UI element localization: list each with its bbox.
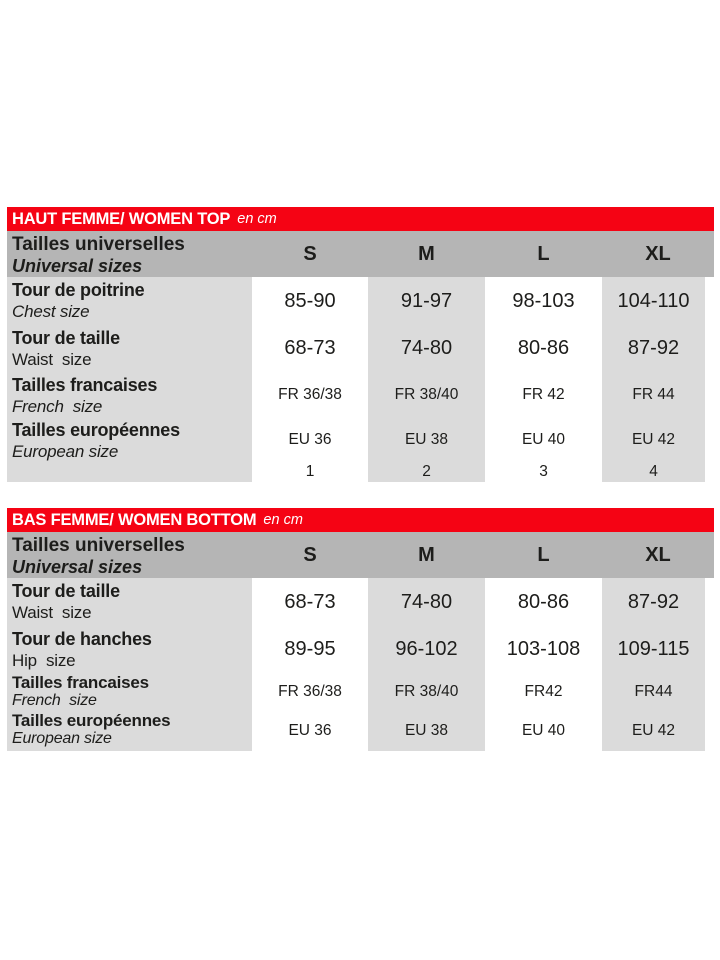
women-bottom-header-row: Tailles universelles Universal sizes S M… bbox=[7, 532, 714, 578]
size-value-cell: 85-90 bbox=[252, 277, 368, 325]
women-top-title-bar: HAUT FEMME/ WOMEN TOP en cm bbox=[7, 207, 714, 231]
row-label-fr: Tour de hanches bbox=[12, 629, 152, 649]
universal-sizes-label-en: Universal sizes bbox=[12, 256, 143, 276]
size-col-header-xl: XL bbox=[645, 242, 671, 265]
size-value-cell: 96-102 bbox=[395, 638, 458, 660]
universal-sizes-label: Tailles universelles Universal sizes bbox=[7, 532, 252, 578]
size-col-header-s: S bbox=[303, 543, 317, 566]
size-value-cell: 4 bbox=[649, 463, 658, 480]
size-value-cell: EU 42 bbox=[631, 722, 676, 739]
row-label: Tour de hanches Hip size bbox=[7, 626, 252, 673]
size-value-cell: 74-80 bbox=[400, 337, 453, 359]
row-label-en: Hip size bbox=[12, 651, 76, 670]
row-label: Tour de taille Waist size bbox=[7, 578, 252, 626]
row-label-en: Waist size bbox=[12, 350, 92, 369]
row-label: Tailles européennes European size bbox=[7, 711, 252, 751]
size-value-cell: EU 36 bbox=[252, 417, 368, 462]
universal-sizes-label: Tailles universelles Universal sizes bbox=[7, 231, 252, 277]
size-col-header-m: M bbox=[418, 242, 435, 265]
size-value-cell: FR 38/40 bbox=[394, 683, 459, 700]
size-col-header-m: M bbox=[418, 543, 435, 566]
row-label-en: French size bbox=[12, 397, 103, 416]
size-value-cell: FR 42 bbox=[485, 372, 602, 417]
size-value-cell: 68-73 bbox=[252, 325, 368, 372]
size-value-cell: 91-97 bbox=[400, 289, 453, 312]
size-value-cell: 74-80 bbox=[400, 590, 453, 613]
size-value-cell: FR 38/40 bbox=[394, 385, 459, 403]
numeric-size-row: 1 2 3 4 bbox=[7, 462, 705, 482]
hip-size-row: Tour de hanches Hip size 89-95 96-102 10… bbox=[7, 626, 705, 673]
women-top-unit: en cm bbox=[237, 211, 277, 227]
universal-sizes-label-fr: Tailles universelles bbox=[12, 535, 185, 556]
women-bottom-size-table: BAS FEMME/ WOMEN BOTTOM en cm Tailles un… bbox=[7, 508, 714, 751]
size-value-cell: FR44 bbox=[634, 683, 673, 700]
european-size-row: Tailles européennes European size EU 36 … bbox=[7, 711, 705, 751]
size-value-cell: EU 42 bbox=[631, 430, 676, 448]
size-value-cell: FR 36/38 bbox=[252, 673, 368, 711]
size-value-cell: 104-110 bbox=[617, 289, 690, 312]
french-size-row: Tailles francaises French size FR 36/38 … bbox=[7, 372, 705, 417]
size-value-cell: EU 36 bbox=[252, 711, 368, 751]
row-label-en: Waist size bbox=[12, 603, 92, 622]
row-label: Tour de taille Waist size bbox=[7, 325, 252, 372]
waist-size-row: Tour de taille Waist size 68-73 74-80 80… bbox=[7, 578, 705, 626]
row-label: Tailles européennes European size bbox=[7, 417, 252, 462]
size-value-cell: EU 40 bbox=[485, 417, 602, 462]
row-label: Tailles francaises French size bbox=[7, 372, 252, 417]
size-value-cell: EU 38 bbox=[404, 430, 449, 448]
women-top-table-body: Tour de poitrine Chest size 85-90 91-97 … bbox=[7, 277, 705, 482]
size-value-cell: FR 36/38 bbox=[252, 372, 368, 417]
size-value-cell: 87-92 bbox=[627, 590, 680, 613]
size-value-cell: 87-92 bbox=[627, 337, 680, 359]
european-size-row: Tailles européennes European size EU 36 … bbox=[7, 417, 705, 462]
row-label-en: European size bbox=[12, 442, 119, 461]
row-label-fr: Tour de poitrine bbox=[12, 280, 145, 300]
size-value-cell: EU 40 bbox=[485, 711, 602, 751]
size-value-cell: 103-108 bbox=[485, 626, 602, 673]
size-value-cell: FR 44 bbox=[632, 385, 675, 403]
size-col-header-l: L bbox=[537, 242, 550, 265]
size-col-header-l: L bbox=[537, 543, 550, 566]
women-top-title: HAUT FEMME/ WOMEN TOP bbox=[12, 209, 231, 228]
women-top-header-row: Tailles universelles Universal sizes S M… bbox=[7, 231, 714, 277]
size-value-cell: 89-95 bbox=[252, 626, 368, 673]
row-label: Tour de poitrine Chest size bbox=[7, 277, 252, 325]
size-col-header-s: S bbox=[303, 242, 317, 265]
row-label-fr: Tour de taille bbox=[12, 328, 120, 348]
row-label: Tailles francaises French size bbox=[7, 673, 252, 711]
french-size-row: Tailles francaises French size FR 36/38 … bbox=[7, 673, 705, 711]
size-value-cell: 68-73 bbox=[252, 578, 368, 626]
universal-sizes-label-fr: Tailles universelles bbox=[12, 234, 185, 255]
row-label-en: French size bbox=[12, 692, 97, 709]
row-label-fr: Tour de taille bbox=[12, 581, 120, 601]
row-label-fr: Tailles francaises bbox=[12, 673, 149, 692]
row-label-fr: Tailles francaises bbox=[12, 375, 158, 395]
size-col-header-xl: XL bbox=[645, 543, 671, 566]
size-value-cell: 80-86 bbox=[485, 578, 602, 626]
women-bottom-unit: en cm bbox=[263, 512, 303, 528]
size-value-cell: 1 bbox=[252, 462, 368, 482]
row-label-en: Chest size bbox=[12, 302, 90, 321]
row-label-fr: Tailles européennes bbox=[12, 711, 171, 730]
size-value-cell: EU 38 bbox=[404, 722, 449, 739]
size-value-cell: 109-115 bbox=[617, 638, 690, 660]
row-label-fr: Tailles européennes bbox=[12, 420, 180, 440]
size-value-cell: 3 bbox=[485, 462, 602, 482]
universal-sizes-label-en: Universal sizes bbox=[12, 557, 143, 577]
women-bottom-title-bar: BAS FEMME/ WOMEN BOTTOM en cm bbox=[7, 508, 714, 532]
waist-size-row: Tour de taille Waist size 68-73 74-80 80… bbox=[7, 325, 705, 372]
chest-size-row: Tour de poitrine Chest size 85-90 91-97 … bbox=[7, 277, 705, 325]
women-top-size-table: HAUT FEMME/ WOMEN TOP en cm Tailles univ… bbox=[7, 207, 714, 482]
row-label-en: European size bbox=[12, 730, 112, 747]
size-value-cell: 98-103 bbox=[485, 277, 602, 325]
size-value-cell: FR42 bbox=[485, 673, 602, 711]
women-bottom-table-body: Tour de taille Waist size 68-73 74-80 80… bbox=[7, 578, 705, 751]
row-label-empty bbox=[7, 462, 252, 482]
size-value-cell: 2 bbox=[422, 463, 431, 480]
size-value-cell: 80-86 bbox=[485, 325, 602, 372]
women-bottom-title: BAS FEMME/ WOMEN BOTTOM bbox=[12, 510, 257, 529]
